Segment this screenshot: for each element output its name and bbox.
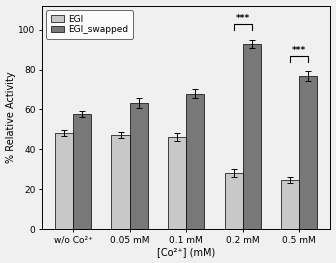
Bar — [186, 94, 204, 229]
Bar — [130, 104, 148, 229]
Bar — [243, 44, 261, 229]
Bar — [73, 114, 91, 229]
Bar — [55, 134, 73, 229]
Text: ***: *** — [292, 46, 306, 55]
Bar — [299, 75, 317, 229]
Bar — [112, 135, 130, 229]
Bar — [281, 180, 299, 229]
Y-axis label: % Relative Activity: % Relative Activity — [6, 72, 15, 163]
Bar — [168, 138, 186, 229]
Legend: EGI, EGI_swapped: EGI, EGI_swapped — [46, 10, 133, 39]
Bar — [224, 174, 243, 229]
Text: ***: *** — [236, 14, 250, 23]
X-axis label: [Co²⁺] (mM): [Co²⁺] (mM) — [157, 247, 215, 257]
